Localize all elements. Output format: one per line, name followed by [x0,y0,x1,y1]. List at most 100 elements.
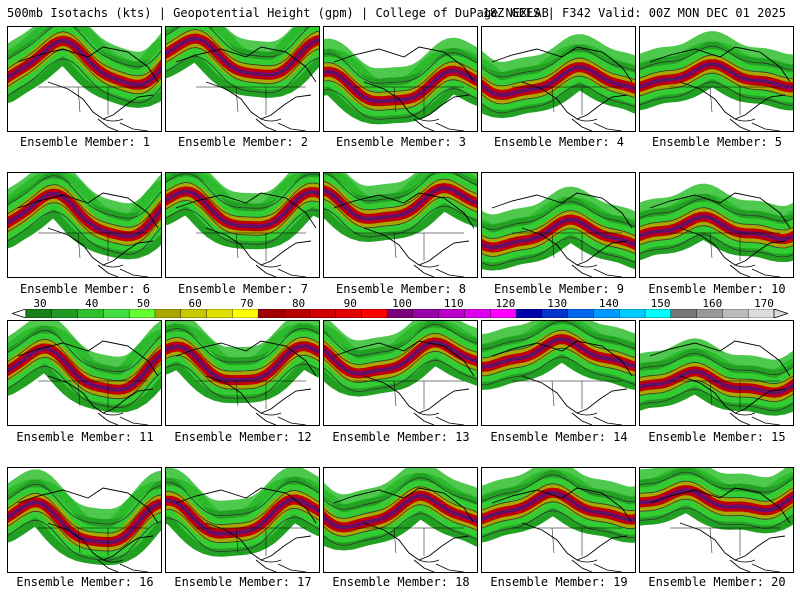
ensemble-panel-8 [323,172,478,278]
height-contour [640,63,793,88]
secondary-jet-band [166,27,306,52]
height-contour [482,510,635,539]
isotach-map-9 [482,186,635,277]
ensemble-panel-20 [639,467,794,573]
height-contour [324,173,477,202]
height-contour [324,70,477,102]
ensemble-member-label-14: Ensemble Member: 14 [490,430,628,444]
political-border [512,527,622,556]
height-contour [8,31,161,77]
height-contour [482,329,635,359]
gulf-coastline [418,412,465,425]
ensemble-member-label-20: Ensemble Member: 20 [648,575,786,589]
gulf-coastline [260,118,307,131]
colorbar-tick-label: 120 [495,297,516,310]
height-contour [8,483,161,525]
ensemble-panel-4 [481,26,636,132]
ensemble-panel-3 [323,26,478,132]
colorbar-cell [25,309,53,318]
height-contour [482,501,635,530]
gulf-coastline [734,412,781,425]
height-contour [8,501,161,543]
ensemble-panel-15 [639,320,794,426]
height-contour [166,363,319,399]
colorbar-cell [77,309,105,318]
colorbar-cell [593,309,620,318]
height-contour [482,347,635,377]
height-contour [324,187,477,220]
ensemble-member-label-8: Ensemble Member: 8 [335,282,467,296]
height-contour [640,361,793,385]
gulf-coastline [102,118,149,131]
isotach-map-16 [8,469,161,572]
height-contour [482,237,635,266]
colorbar-cell [412,309,440,318]
gulf-coastline [576,412,623,425]
colorbar-tick-label: 170 [754,297,774,310]
height-contour [8,339,161,382]
political-border [670,86,780,115]
gulf-coastline [734,118,781,131]
political-border [38,380,148,409]
secondary-jet-band [482,468,635,497]
gulf-coastline [576,264,623,277]
colorbar-cell [361,309,388,318]
height-contour [324,341,477,374]
colorbar-right-arrow [773,309,788,318]
height-contour [8,211,161,255]
colorbar-cell [154,309,182,318]
height-contour [8,49,161,95]
ensemble-member-label-7: Ensemble Member: 7 [177,282,309,296]
gulf-coastline [260,412,307,425]
height-contour [166,490,319,526]
isotach-map-7 [166,173,319,277]
ensemble-panel-7 [165,172,320,278]
gulf-coastline [260,559,307,572]
isotach-map-18 [324,468,477,572]
ensemble-panel-14 [481,320,636,426]
political-border [38,232,148,261]
political-border [38,527,148,556]
height-contour [324,205,477,238]
political-border [354,232,464,261]
political-border [196,380,306,409]
political-border [354,380,464,409]
isotach-map-6 [8,173,161,277]
ensemble-panel-6 [7,172,162,278]
isotach-map-11 [8,321,161,425]
ensemble-member-label-17: Ensemble Member: 17 [174,575,312,589]
political-border [512,86,622,115]
height-contour [8,357,161,400]
height-contour [482,321,635,350]
height-contour [166,47,319,85]
political-border [512,232,622,261]
height-contour [640,234,793,258]
height-contour [482,48,635,78]
colorbar-cell [670,309,698,318]
height-contour [8,175,161,219]
height-contour [482,57,635,87]
secondary-jet-band [640,183,793,217]
height-contour [640,480,793,502]
height-contour [8,348,161,391]
height-contour [640,498,793,520]
ensemble-member-label-1: Ensemble Member: 1 [19,135,151,149]
height-contour [8,184,161,228]
colorbar-tick-label: 40 [85,297,99,310]
height-contour [8,58,161,104]
height-contour [8,40,161,86]
colorbar-left-arrow [12,309,27,318]
height-contour [482,84,635,114]
colorbar-tick-label: 60 [188,297,202,310]
height-contour [166,354,319,390]
ensemble-member-label-15: Ensemble Member: 15 [648,430,786,444]
gulf-coastline [576,559,623,572]
isotach-map-14 [482,321,635,425]
colorbar-tick-label: 50 [136,297,151,310]
colorbar-cell [696,309,724,318]
height-contour [640,216,793,240]
isotach-map-19 [482,468,635,572]
gulf-coastline [418,264,465,277]
isotach-map-12 [166,321,319,425]
colorbar-cell [257,309,285,318]
